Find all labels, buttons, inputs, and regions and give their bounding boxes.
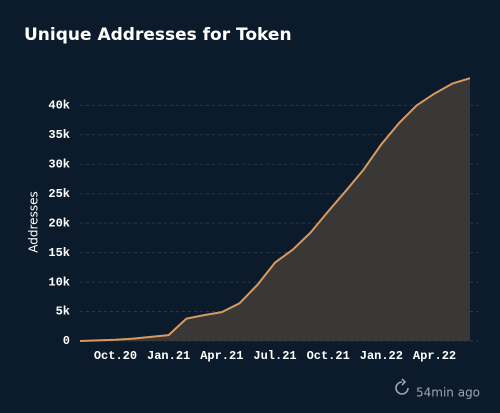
x-tick-label: Apr.22 — [413, 349, 456, 363]
refresh-icon — [395, 378, 409, 395]
y-tick-label: 0 — [63, 334, 70, 348]
x-tick-label: Apr.21 — [200, 349, 243, 363]
y-tick-label: 20k — [48, 216, 70, 230]
area-fill — [80, 78, 470, 341]
y-tick-label: 15k — [48, 246, 70, 260]
y-tick-label: 30k — [48, 157, 70, 171]
x-tick-label: Jul.21 — [253, 349, 296, 363]
y-tick-label: 35k — [48, 128, 70, 142]
y-tick-label: 40k — [48, 99, 70, 113]
grid — [80, 104, 478, 342]
y-axis-label: Addresses — [27, 191, 41, 252]
x-tick-label: Oct.20 — [94, 349, 137, 363]
x-tick-label: Oct.21 — [307, 349, 350, 363]
x-tick-label: Jan.21 — [147, 349, 190, 363]
data-line — [79, 77, 471, 342]
y-tick-label: 25k — [48, 187, 70, 201]
y-tick-label: 5k — [56, 305, 70, 319]
chart-title: Unique Addresses for Token — [24, 25, 292, 45]
y-tick-label: 10k — [48, 275, 70, 289]
footer-timestamp: 54min ago — [416, 386, 480, 400]
x-tick-label: Jan.22 — [360, 349, 403, 363]
